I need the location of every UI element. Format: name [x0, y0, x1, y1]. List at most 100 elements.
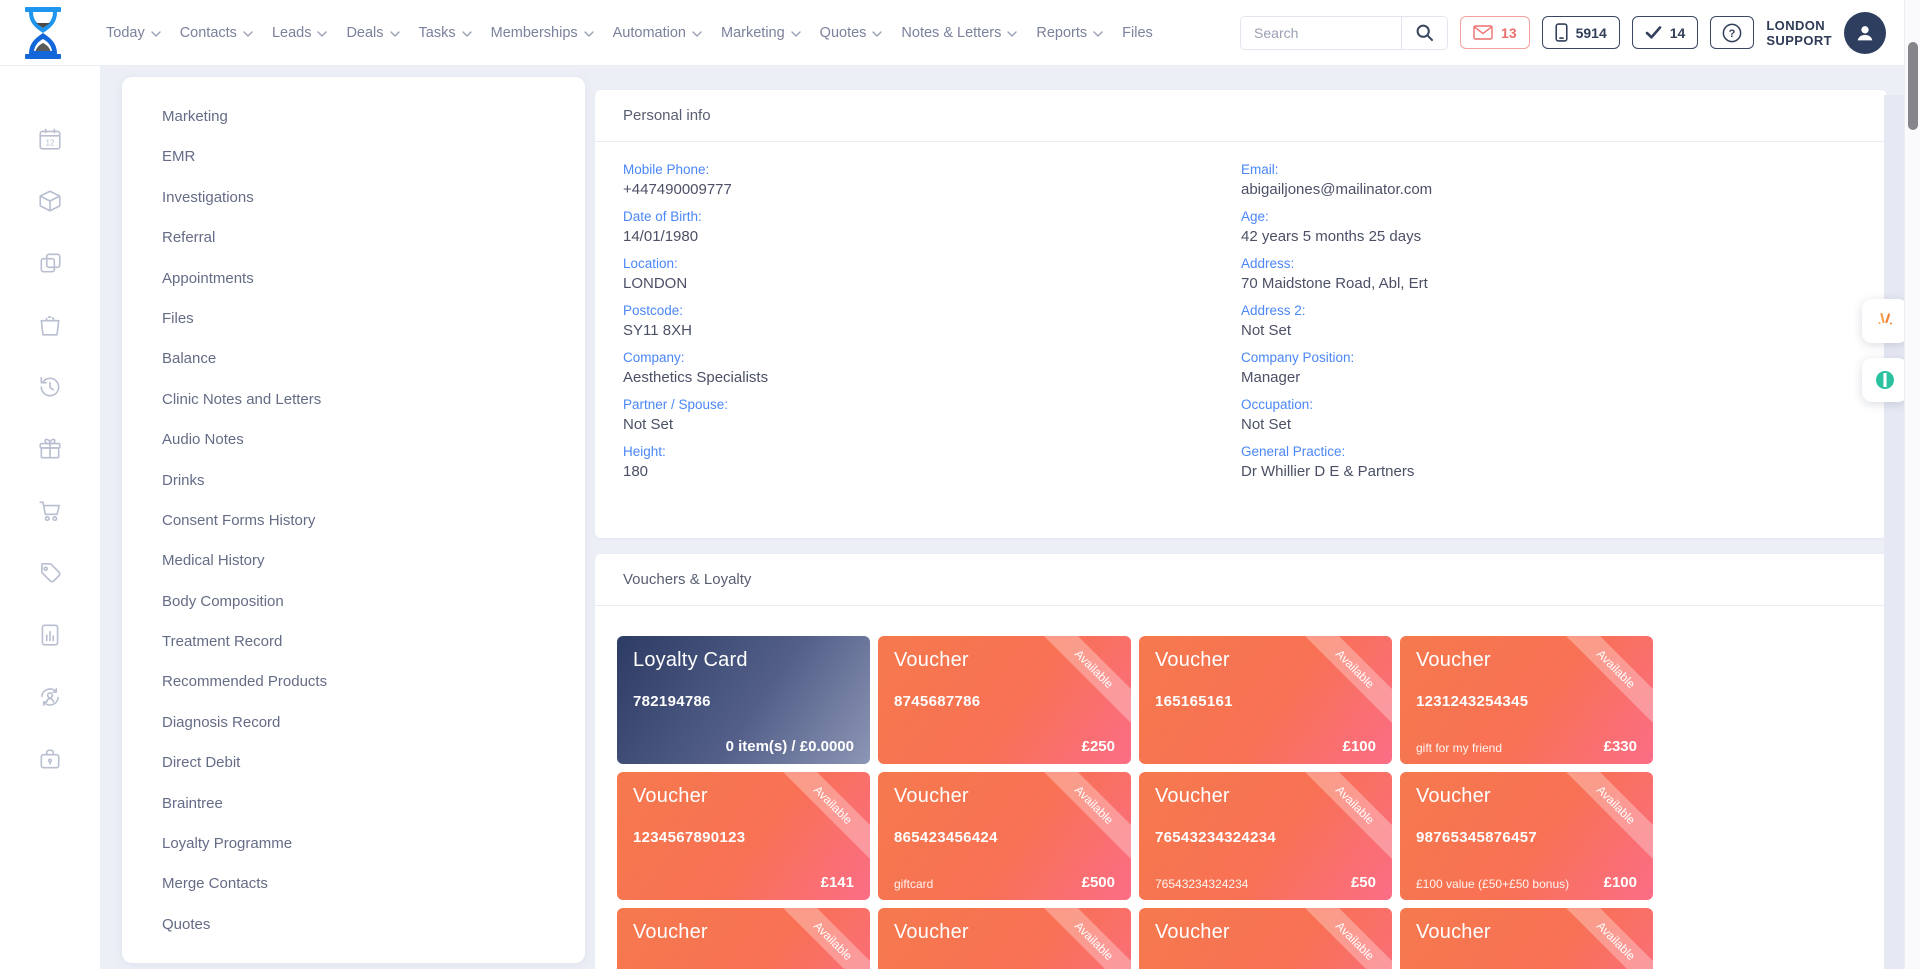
svg-text:?: ? — [1729, 28, 1736, 40]
voucher-card[interactable]: Available Voucher 865423456424 giftcard … — [878, 772, 1131, 900]
user-sync-icon[interactable] — [36, 684, 64, 710]
menu-item[interactable]: Recommended Products — [162, 673, 328, 691]
tag-icon[interactable] — [36, 560, 64, 586]
menu-item[interactable]: Drinks — [162, 471, 205, 489]
menu-item[interactable]: Audio Notes — [162, 431, 244, 449]
voucher-card[interactable]: Available Voucher — [1400, 908, 1653, 969]
calendar-icon[interactable]: 12 — [36, 126, 64, 152]
calls-badge[interactable]: 5914 — [1541, 16, 1620, 49]
messages-badge[interactable]: 13 — [1460, 16, 1530, 49]
card-number: 865423456424 — [894, 829, 998, 846]
chat-widget-button[interactable] — [1862, 358, 1908, 402]
card-amount: £100 — [1342, 738, 1376, 755]
page-scrollbar — [1904, 0, 1920, 969]
menu-item[interactable]: Direct Debit — [162, 754, 241, 772]
menu-item[interactable]: Body Composition — [162, 592, 284, 610]
search-input[interactable] — [1241, 16, 1402, 49]
package-icon[interactable] — [36, 188, 64, 214]
search-button[interactable] — [1401, 16, 1448, 49]
field-value: 14/01/1980 — [623, 228, 699, 245]
menu-item[interactable]: Braintree — [162, 794, 223, 812]
menu-item[interactable]: Referral — [162, 229, 216, 247]
menu-item[interactable]: Consent Forms History — [162, 511, 316, 529]
nav-item[interactable]: Deals — [346, 25, 400, 41]
nav-item-label: Marketing — [721, 24, 785, 41]
field-value: Not Set — [1241, 416, 1292, 433]
voucher-card[interactable]: Available Voucher — [878, 908, 1131, 969]
menu-item[interactable]: Files — [162, 309, 194, 327]
card-title: Voucher — [633, 921, 708, 943]
card-amount: £250 — [1081, 738, 1115, 755]
card-footer: £100 — [1155, 738, 1376, 755]
hourglass-logo[interactable] — [24, 6, 62, 60]
card-title: Voucher — [1155, 649, 1230, 671]
field-label: Location: — [623, 256, 678, 271]
shopping-bag-icon[interactable] — [36, 312, 64, 338]
help-button[interactable]: ? — [1710, 16, 1755, 49]
menu-item[interactable]: Investigations — [162, 188, 254, 206]
menu-item[interactable]: Loyalty Programme — [162, 835, 293, 853]
nav-item[interactable]: Quotes — [820, 25, 883, 41]
info-field: General Practice: Dr Whillier D E & Part… — [1241, 444, 1859, 480]
field-label: Age: — [1241, 209, 1269, 224]
voucher-card[interactable]: Available Voucher 165165161 £100 — [1139, 636, 1392, 764]
report-icon[interactable] — [36, 622, 64, 648]
card-number: 1234567890123 — [633, 829, 746, 846]
nav-item-label: Tasks — [418, 24, 456, 41]
menu-item[interactable]: Treatment Record — [162, 633, 283, 651]
nav-item[interactable]: Notes & Letters — [901, 25, 1018, 41]
personal-info-title: Personal info — [623, 107, 711, 124]
voucher-card[interactable]: Available Voucher 8745687786 £250 — [878, 636, 1131, 764]
field-label: Address: — [1241, 256, 1295, 271]
menu-item[interactable]: Appointments — [162, 269, 254, 287]
menu-item[interactable]: Merge Contacts — [162, 875, 268, 893]
card-amount: £500 — [1081, 874, 1115, 891]
tasks-badge[interactable]: 14 — [1631, 16, 1699, 49]
voucher-card[interactable]: Available Voucher 76543234324234 7654323… — [1139, 772, 1392, 900]
voucher-card[interactable]: Available Voucher 1231243254345 gift for… — [1400, 636, 1653, 764]
menu-item[interactable]: EMR — [162, 148, 196, 166]
voucher-card[interactable]: Loyalty Card 782194786 0 item(s) / £0.00… — [617, 636, 870, 764]
user-location-label[interactable]: LONDON SUPPORT — [1766, 18, 1832, 48]
announcements-button[interactable] — [1862, 299, 1908, 343]
card-number: 782194786 — [633, 693, 711, 710]
voucher-card[interactable]: Available Voucher 1234567890123 £141 — [617, 772, 870, 900]
cart-icon[interactable] — [36, 498, 64, 524]
menu-item[interactable]: Clinic Notes and Letters — [162, 390, 322, 408]
briefcase-icon[interactable] — [36, 746, 64, 772]
copy-icon[interactable] — [36, 250, 64, 276]
search-icon — [1416, 24, 1433, 41]
nav-item[interactable]: Automation — [613, 25, 702, 41]
card-note: giftcard — [894, 877, 934, 891]
hourglass-logo-icon — [25, 6, 61, 59]
user-avatar[interactable] — [1844, 11, 1886, 54]
info-field: Address 2: Not Set — [1241, 303, 1859, 339]
nav-item[interactable]: Today — [106, 25, 161, 41]
nav-item[interactable]: Files — [1122, 25, 1153, 41]
vouchers-loyalty-card: Vouchers & Loyalty Loyalty Card 78219478… — [595, 554, 1887, 969]
menu-item[interactable]: Quotes — [162, 915, 211, 933]
card-footer: 76543234324234 £50 — [1155, 874, 1376, 891]
nav-item[interactable]: Contacts — [180, 25, 253, 41]
voucher-card[interactable]: Available Voucher — [617, 908, 870, 969]
menu-item[interactable]: Marketing — [162, 108, 228, 125]
nav-item[interactable]: Marketing — [721, 25, 801, 41]
nav-item[interactable]: Reports — [1036, 25, 1103, 41]
field-label: Occupation: — [1241, 397, 1314, 412]
personal-info-left-column: Mobile Phone: +447490009777 Date of Birt… — [623, 162, 1241, 491]
menu-item[interactable]: Medical History — [162, 552, 265, 570]
gift-icon[interactable] — [36, 436, 64, 462]
voucher-card[interactable]: Available Voucher 98765345876457 £100 va… — [1400, 772, 1653, 900]
menu-item[interactable]: Diagnosis Record — [162, 713, 281, 731]
scrollbar-thumb[interactable] — [1908, 42, 1918, 130]
card-title: Voucher — [894, 921, 969, 943]
nav-item[interactable]: Leads — [272, 25, 328, 41]
personal-info-header: Personal info — [595, 90, 1887, 142]
history-icon[interactable] — [36, 374, 64, 400]
nav-item[interactable]: Tasks — [419, 25, 472, 41]
voucher-card[interactable]: Available Voucher — [1139, 908, 1392, 969]
info-field: Age: 42 years 5 months 25 days — [1241, 209, 1859, 245]
nav-item[interactable]: Memberships — [491, 25, 594, 41]
menu-item[interactable]: Balance — [162, 350, 217, 368]
field-label: General Practice: — [1241, 444, 1346, 459]
